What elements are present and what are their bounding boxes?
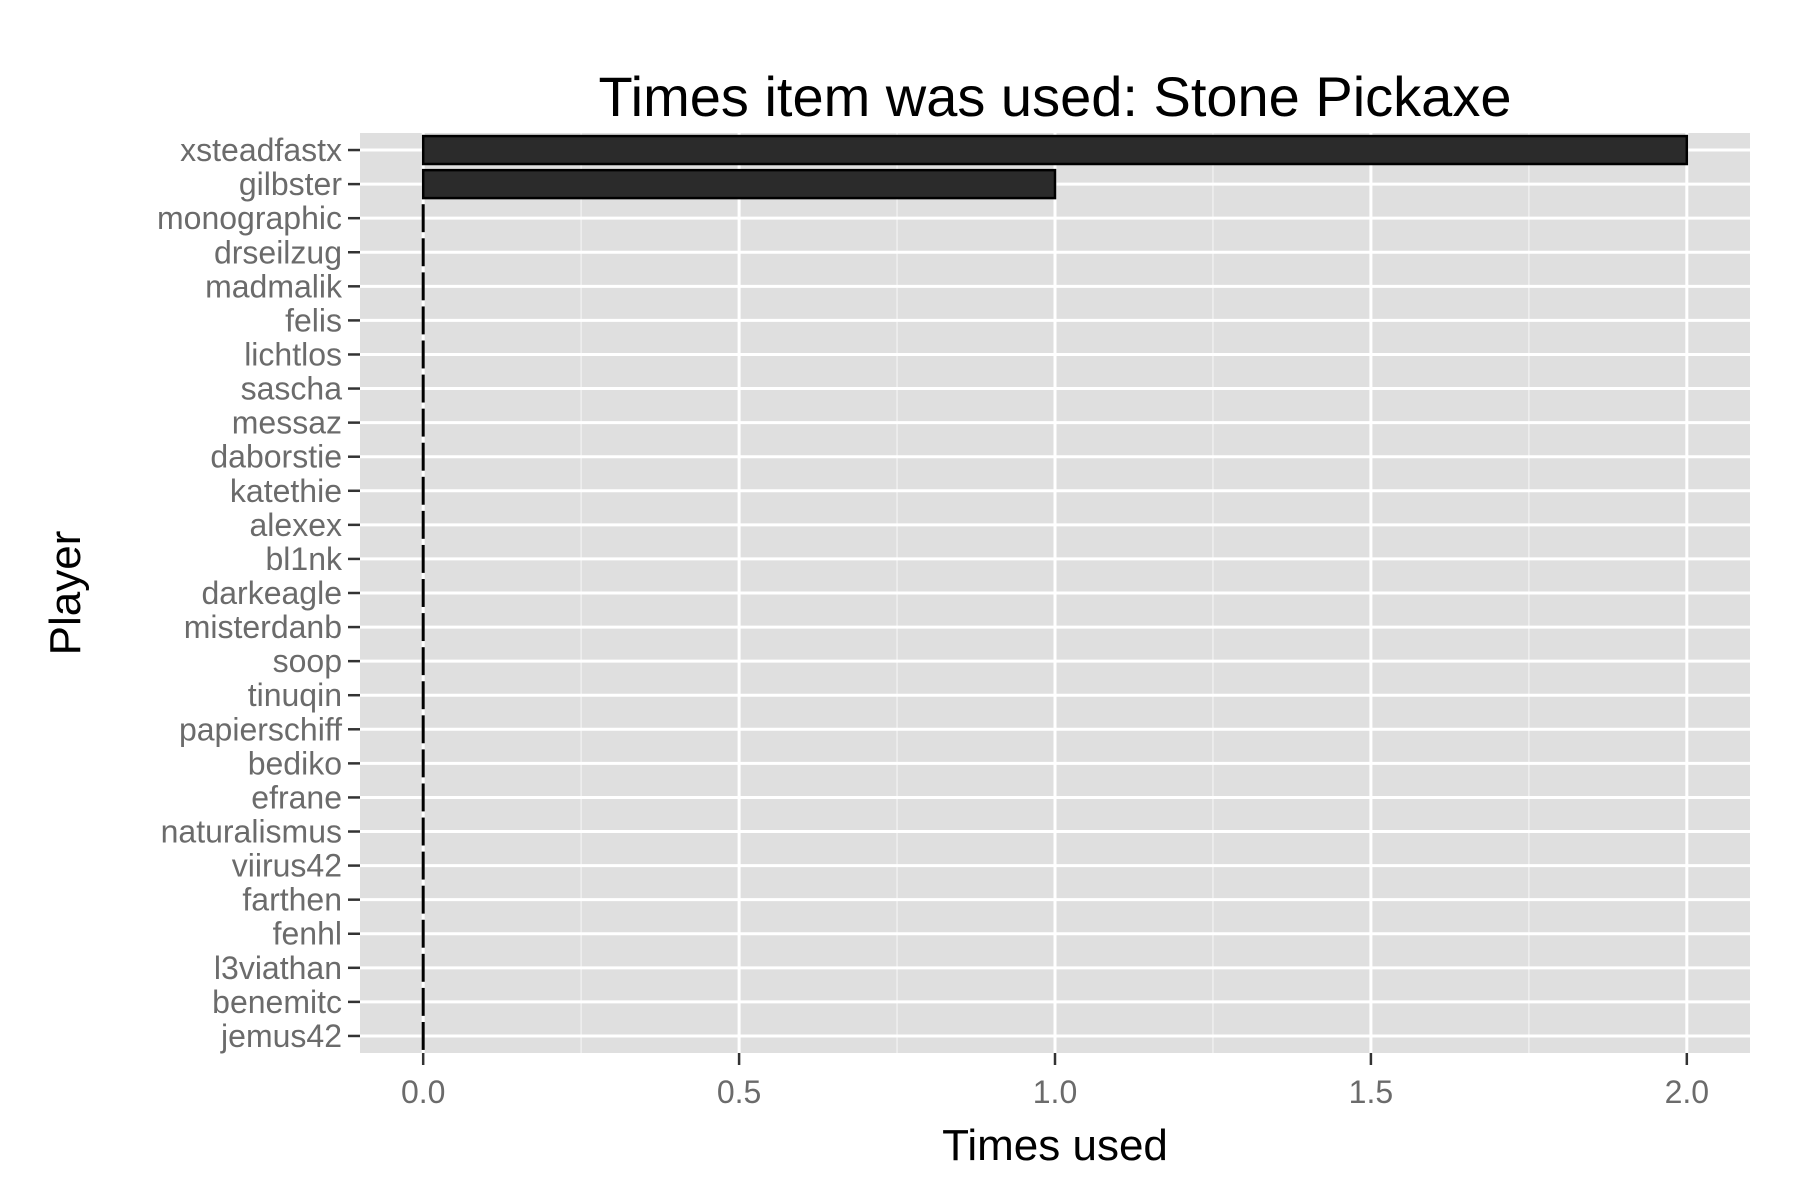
y-tick-label: fenhl [273,916,342,952]
y-tick-label: katethie [230,473,342,509]
x-tick-label: 2.0 [1665,1074,1709,1110]
y-axis-title: Player [41,531,90,656]
x-tick-label: 0.5 [717,1074,761,1110]
y-tick-label: viirus42 [232,848,342,884]
x-tick-label: 1.5 [1349,1074,1393,1110]
y-tick-label: efrane [251,779,342,815]
chart-title: Times item was used: Stone Pickaxe [599,65,1512,128]
y-tick-label: messaz [232,405,342,441]
y-tick-label: farthen [242,882,342,918]
y-tick-label: naturalismus [161,814,342,850]
y-axis: xsteadfastxgilbstermonographicdrseilzugm… [157,132,360,1054]
y-tick-label: soop [273,643,342,679]
x-tick-label: 1.0 [1033,1074,1077,1110]
y-tick-label: drseilzug [214,234,342,270]
y-tick-label: benemitc [212,984,342,1020]
y-tick-label: lichtlos [244,336,342,372]
bar-gilbster [421,168,1057,200]
y-tick-label: l3viathan [214,950,342,986]
y-tick-label: gilbster [239,166,343,202]
y-tick-label: tinuqin [248,677,342,713]
y-tick-label: felis [285,302,342,338]
y-tick-label: bediko [248,745,342,781]
y-tick-label: bl1nk [266,541,344,577]
bars [421,134,1689,1050]
x-tick-label: 0.0 [401,1074,445,1110]
x-axis-title: Times used [942,1121,1168,1170]
y-tick-label: misterdanb [184,609,342,645]
y-tick-label: papierschiff [179,711,342,747]
y-tick-label: alexex [250,507,343,543]
y-tick-label: madmalik [205,268,343,304]
y-tick-label: darkeagle [201,575,342,611]
bar-xsteadfastx [421,134,1689,166]
y-tick-label: xsteadfastx [180,132,342,168]
y-tick-label: monographic [157,200,342,236]
y-tick-label: jemus42 [220,1018,342,1054]
y-tick-label: sascha [241,371,343,407]
y-tick-label: daborstie [210,439,342,475]
x-axis: 0.0 0.5 1.0 1.5 2.0 [401,1053,1709,1110]
